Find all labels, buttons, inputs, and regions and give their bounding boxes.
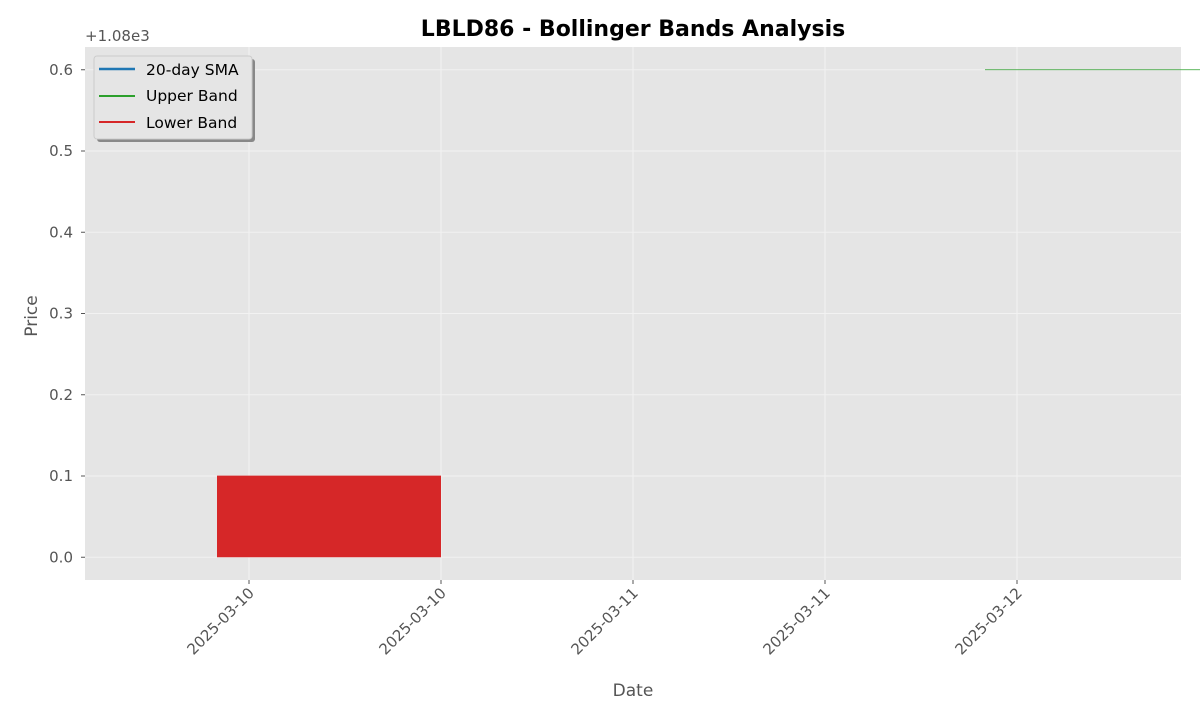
legend-label-lower: Lower Band <box>146 114 237 132</box>
band-fill <box>217 476 441 558</box>
x-tick-label: 2025-03-11 <box>759 584 833 658</box>
x-tick-label: 2025-03-10 <box>183 584 257 658</box>
x-ticks: 2025-03-10 2025-03-10 2025-03-11 2025-03-11… <box>183 580 1026 658</box>
y-tick-label: 0.0 <box>49 548 73 566</box>
legend-label-upper: Upper Band <box>146 87 238 105</box>
x-tick-label: 2025-03-10 <box>375 584 449 658</box>
y-tick-label: 0.1 <box>49 467 73 485</box>
x-axis-title: Date <box>613 681 654 701</box>
y-tick-label: 0.4 <box>49 223 73 241</box>
y-axis-title: Price <box>22 295 42 336</box>
y-ticks: 0.0 0.1 0.2 0.3 0.4 0.5 0.6 <box>49 61 85 566</box>
chart-title: LBLD86 - Bollinger Bands Analysis <box>421 17 845 42</box>
y-tick-label: 0.6 <box>49 61 73 79</box>
y-tick-label: 0.5 <box>49 142 73 160</box>
y-tick-label: 0.2 <box>49 386 73 404</box>
y-tick-label: 0.3 <box>49 305 73 323</box>
data-layer <box>217 69 1200 558</box>
legend: 20-day SMA Upper Band Lower Band <box>93 55 255 142</box>
x-tick-label: 2025-03-12 <box>951 584 1025 658</box>
legend-box <box>93 55 253 140</box>
x-tick-label: 2025-03-11 <box>567 584 641 658</box>
legend-label-sma: 20-day SMA <box>146 61 239 79</box>
y-offset-label: +1.08e3 <box>85 27 150 45</box>
